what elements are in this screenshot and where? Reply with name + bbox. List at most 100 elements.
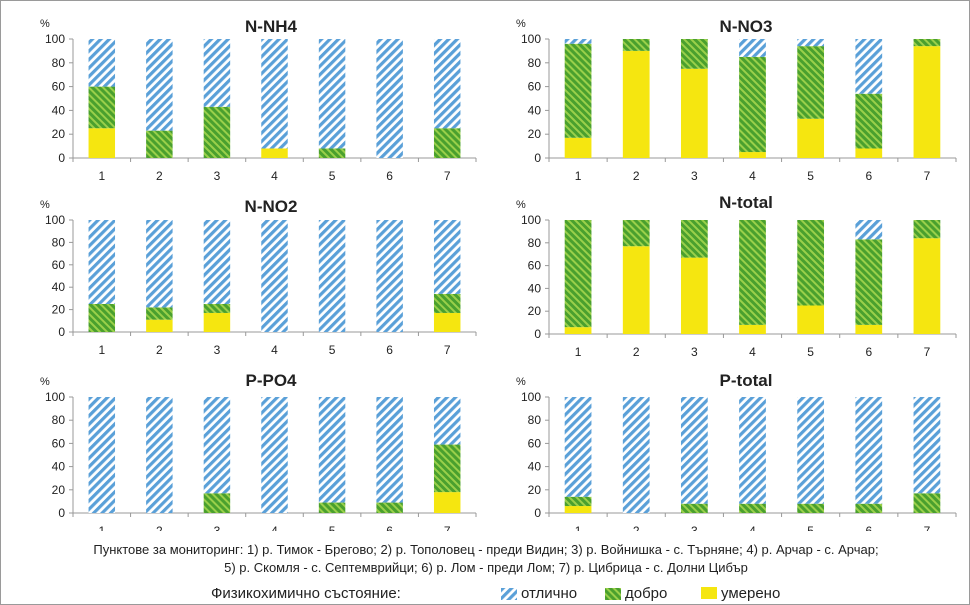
x-tick-label: 2 (156, 169, 163, 183)
bar-segment-умерено (680, 257, 708, 334)
bar-segment-отлично (88, 39, 116, 87)
bar-segment-умерено (433, 312, 461, 332)
x-tick-label: 3 (214, 169, 221, 183)
bar-segment-отлично (261, 397, 288, 513)
x-tick-label: 1 (575, 169, 582, 183)
bar-segment-отлично (318, 397, 346, 503)
x-tick-label: 5 (329, 524, 336, 531)
x-tick-label: 5 (329, 343, 336, 357)
x-tick-label: 6 (386, 524, 393, 531)
x-tick-label: 7 (444, 343, 451, 357)
y-tick-label: 0 (534, 151, 541, 165)
bar-segment-умерено (913, 46, 941, 158)
bar-segment-отлично (855, 397, 883, 504)
x-tick-label: 1 (575, 524, 582, 531)
bar-segment-добро (146, 307, 173, 320)
bar-segment-добро (913, 493, 941, 513)
bar-segment-умерено (797, 305, 825, 334)
chart-title-n-total: N-total (719, 193, 773, 212)
bar-segment-добро (797, 220, 825, 306)
unit-label-p-total: % (516, 376, 526, 388)
legend-swatch-dobro (605, 587, 621, 600)
bar-segment-отлично (318, 220, 346, 332)
bar-segment-умерено (680, 68, 708, 158)
y-tick-label: 100 (45, 390, 65, 404)
x-tick-label: 4 (749, 169, 756, 183)
x-tick-label: 7 (924, 169, 931, 183)
y-tick-label: 0 (58, 151, 65, 165)
y-tick-label: 100 (521, 32, 541, 46)
bar-segment-умерено (855, 324, 883, 334)
y-tick-label: 20 (52, 303, 66, 317)
x-tick-label: 6 (386, 169, 393, 183)
x-tick-label: 6 (865, 524, 872, 531)
bar-segment-умерено (739, 324, 766, 334)
bar-segment-отлично (855, 220, 883, 240)
bar-segment-добро (855, 239, 883, 325)
bar-segment-отлично (203, 39, 231, 107)
footnote-line-1: Пунктове за мониторинг: 1) р. Тимок - Бр… (93, 542, 879, 557)
bar-segment-отлично (564, 397, 592, 497)
bar-segment-отлично (433, 397, 461, 445)
x-tick-label: 6 (865, 345, 872, 359)
y-tick-label: 60 (528, 259, 542, 273)
bar-segment-отлично (146, 220, 173, 308)
bar-segment-добро (622, 39, 650, 51)
y-tick-label: 40 (528, 103, 542, 117)
y-tick-label: 80 (52, 235, 66, 249)
bar-segment-отлично (433, 39, 461, 129)
bar-segment-отлично (433, 220, 461, 294)
x-tick-label: 6 (386, 343, 393, 357)
bar-segment-отлично (261, 220, 288, 332)
y-tick-label: 80 (52, 56, 66, 70)
unit-label-n-total: % (516, 199, 526, 211)
bar-segment-отлично (376, 397, 403, 503)
x-tick-label: 2 (633, 345, 640, 359)
chart-p-po4: P-PO4% 0 20 40 60 80 100 1 2 3 4 5 6 7 (40, 371, 477, 531)
y-tick-label: 0 (58, 506, 65, 520)
unit-label-n-no2: % (40, 199, 50, 211)
bar-segment-отлично (797, 39, 825, 47)
y-tick-label: 60 (52, 80, 66, 94)
x-tick-label: 1 (575, 345, 582, 359)
bar-segment-умерено (797, 118, 825, 158)
unit-label-n-no3: % (516, 18, 526, 30)
bar-segment-отлично (739, 397, 766, 504)
x-tick-label: 3 (691, 169, 698, 183)
bar-segment-умерено (564, 137, 592, 158)
y-tick-label: 0 (534, 506, 541, 520)
bar-segment-добро (739, 503, 766, 513)
bar-segment-добро (680, 220, 708, 258)
bar-segment-отлично (203, 220, 231, 304)
y-tick-label: 20 (528, 304, 542, 318)
bar-segment-добро (146, 130, 173, 158)
bar-segment-добро (203, 493, 231, 513)
x-tick-label: 3 (214, 343, 221, 357)
bar-segment-отлично (88, 220, 116, 304)
chart-n-no2: N-NO2% 0 20 40 60 80 100 1 2 3 4 5 6 7 (40, 197, 477, 357)
bar-segment-добро (797, 46, 825, 119)
bar-segment-отлично (376, 39, 403, 158)
bar-segment-добро (88, 304, 116, 332)
x-tick-label: 2 (156, 524, 163, 531)
bar-segment-отлично (88, 397, 116, 513)
bar-segment-добро (680, 503, 708, 513)
y-tick-label: 60 (52, 436, 66, 450)
x-tick-label: 4 (271, 169, 278, 183)
legend-swatch-umereno (701, 587, 717, 599)
x-tick-label: 2 (633, 524, 640, 531)
chart-title-p-po4: P-PO4 (245, 371, 297, 390)
unit-label-p-po4: % (40, 376, 50, 388)
y-tick-label: 0 (58, 325, 65, 339)
bar-segment-добро (797, 503, 825, 513)
x-tick-label: 4 (271, 524, 278, 531)
legend-label-umereno: умерено (721, 585, 781, 602)
x-tick-label: 4 (749, 524, 756, 531)
x-tick-label: 1 (98, 169, 105, 183)
bar-segment-умерено (913, 238, 941, 334)
bar-segment-отлично (564, 39, 592, 44)
x-tick-label: 7 (924, 345, 931, 359)
bar-segment-умерено (564, 327, 592, 334)
y-tick-label: 60 (528, 80, 542, 94)
